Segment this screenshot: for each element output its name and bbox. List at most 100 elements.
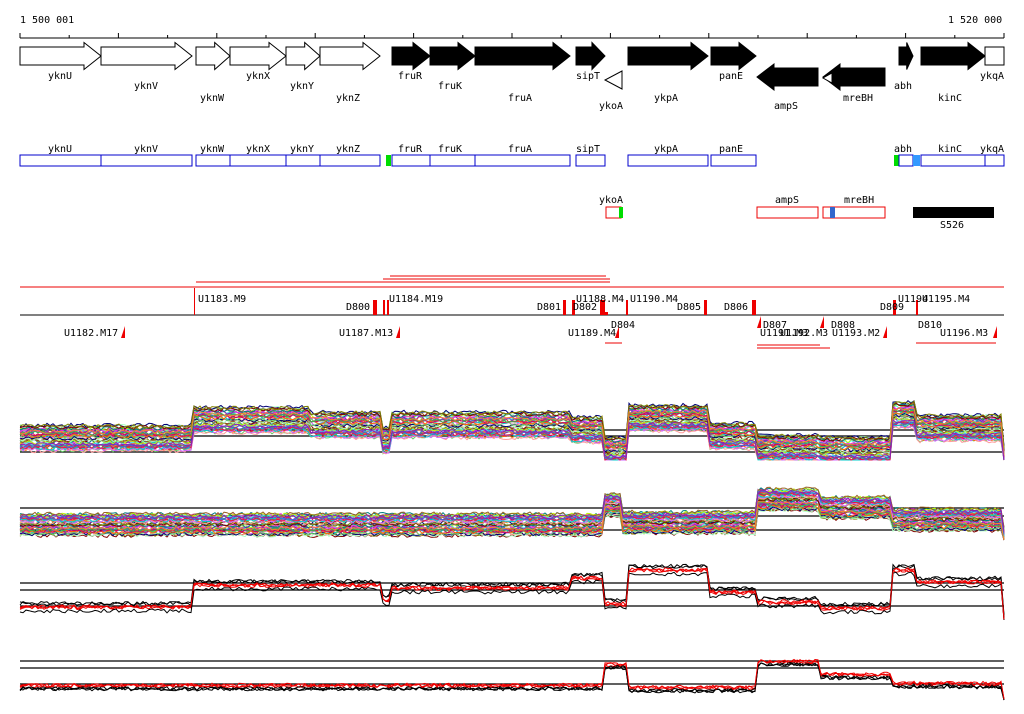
- expression-track-forward-summary: [19, 563, 1005, 621]
- ruler-ticks: [19, 33, 1005, 38]
- expression-trace: [19, 403, 1005, 451]
- reverse-block[interactable]: [822, 206, 886, 219]
- track-label: ykpA: [654, 144, 678, 155]
- track-label: S526: [940, 220, 964, 231]
- segment-boundary-mark: [626, 300, 628, 315]
- segment-label: U1189.M4: [568, 328, 616, 339]
- forward-block[interactable]: [627, 154, 709, 167]
- green-marker: [386, 155, 391, 166]
- reverse-block[interactable]: [756, 206, 819, 219]
- gene-label-fruR: fruR: [398, 71, 423, 82]
- segment-boundary-mark: [600, 300, 605, 315]
- segment-boundary-mark: [387, 300, 389, 315]
- segment-label: U1187.M13: [339, 328, 393, 339]
- track-label: yknV: [134, 144, 158, 155]
- forward-block[interactable]: [710, 154, 757, 167]
- segment-label: D809: [880, 302, 904, 313]
- s526-block[interactable]: [913, 207, 994, 218]
- forward-block[interactable]: [575, 154, 606, 167]
- gene-arrow-panE[interactable]: [710, 41, 757, 71]
- gene-label-yknW: yknW: [200, 93, 225, 104]
- forward-block[interactable]: [391, 154, 571, 167]
- segment-flag: [615, 326, 619, 338]
- track-label: fruA: [508, 144, 532, 155]
- gene-arrow-sipT[interactable]: [575, 41, 606, 71]
- gene-arrow-fruR[interactable]: [391, 41, 431, 71]
- expression-trace: [19, 500, 1005, 541]
- expression-trace: [19, 658, 1005, 701]
- segment-label: D807: [763, 320, 787, 331]
- segment-label: U1188.M4: [576, 294, 624, 305]
- segment-flag: [820, 316, 824, 328]
- track-label: yknW: [200, 144, 225, 155]
- gene-arrow-ykqA[interactable]: [984, 46, 1005, 66]
- forward-block[interactable]: [195, 154, 381, 167]
- expression-trace: [19, 419, 1005, 461]
- track-label: fruK: [438, 144, 462, 155]
- segment-flag: [396, 326, 400, 338]
- segment-label: D805: [677, 302, 701, 313]
- gene-arrow-abh[interactable]: [898, 42, 914, 70]
- expression-trace: [19, 563, 1005, 615]
- expression-trace: [19, 662, 1005, 701]
- gene-arrow-ykpA[interactable]: [627, 41, 709, 71]
- gene-arrow-ykoA[interactable]: [603, 70, 623, 90]
- segment-flag: [757, 316, 761, 328]
- segment-label: D800: [346, 302, 370, 313]
- green-marker: [619, 207, 623, 218]
- gene-arrow-yknY[interactable]: [285, 41, 321, 71]
- segment-boundary-mark: [373, 300, 377, 315]
- forward-block[interactable]: [19, 154, 193, 167]
- expression-trace: [19, 486, 1005, 528]
- gene-arrow-yknZ[interactable]: [319, 41, 381, 71]
- gene-label-kinC: kinC: [938, 93, 962, 104]
- segment-label: U1191.M3: [760, 328, 808, 339]
- gene-label-panE: panE: [719, 71, 743, 82]
- reverse-block[interactable]: [605, 206, 622, 219]
- segment-label: U1183.M9: [198, 294, 246, 305]
- segment-label: U1193.M2: [832, 328, 880, 339]
- ruler-end-label: 1 520 000: [948, 15, 1002, 26]
- gene-label-fruK: fruK: [438, 81, 462, 92]
- segment-flag: [883, 326, 887, 338]
- gene-label-ampS: ampS: [774, 101, 798, 112]
- track-label: ykoA: [599, 195, 623, 206]
- segment-label: U1194: [898, 294, 928, 305]
- coordinate-ruler: 1 500 001 1 520 000: [19, 15, 1005, 39]
- gene-arrow-mreBH[interactable]: [822, 62, 886, 92]
- gene-arrow-yknW[interactable]: [195, 41, 231, 71]
- forward-block[interactable]: [898, 154, 914, 167]
- gene-arrow-kinC[interactable]: [920, 41, 986, 71]
- gene-arrow-fruK[interactable]: [429, 41, 476, 71]
- segment-flag: [121, 326, 125, 338]
- segment-label: D801: [537, 302, 561, 313]
- track-label: panE: [719, 144, 743, 155]
- segment-flag: [993, 326, 997, 338]
- segment-label: U1190.M4: [630, 294, 678, 305]
- segment-boundary-mark: [383, 300, 385, 315]
- gene-arrow-ampS[interactable]: [756, 62, 819, 92]
- track-label: yknY: [290, 144, 314, 155]
- segment-label: D802: [573, 302, 597, 313]
- expression-trace: [19, 661, 1005, 701]
- track-label: yknU: [48, 144, 72, 155]
- segment-label: D806: [724, 302, 748, 313]
- segment-label: U1196.M3: [940, 328, 988, 339]
- track-label: yknX: [246, 144, 270, 155]
- expression-trace: [19, 492, 1005, 537]
- expression-trace: [19, 659, 1005, 700]
- expression-trace: [19, 407, 1005, 455]
- gene-arrow-fruA[interactable]: [474, 41, 571, 71]
- gene-label-sipT: sipT: [576, 71, 600, 82]
- gene-arrow-yknU[interactable]: [19, 41, 102, 71]
- segment-boundary-mark: [572, 300, 575, 315]
- gene-arrow-yknX[interactable]: [229, 41, 287, 71]
- forward-block[interactable]: [920, 154, 1005, 167]
- segment-label: D804: [611, 320, 635, 331]
- gene-label-yknV: yknV: [134, 81, 158, 92]
- gene-arrow-yknV[interactable]: [100, 41, 193, 71]
- expression-trace: [19, 407, 1005, 456]
- expression-trace: [19, 400, 1005, 449]
- forward-transcript-track: yknU yknV yknW yknX yknY yknZ fruR fruK fruA sipT…: [19, 144, 1005, 167]
- lightblue-marker: [913, 155, 920, 166]
